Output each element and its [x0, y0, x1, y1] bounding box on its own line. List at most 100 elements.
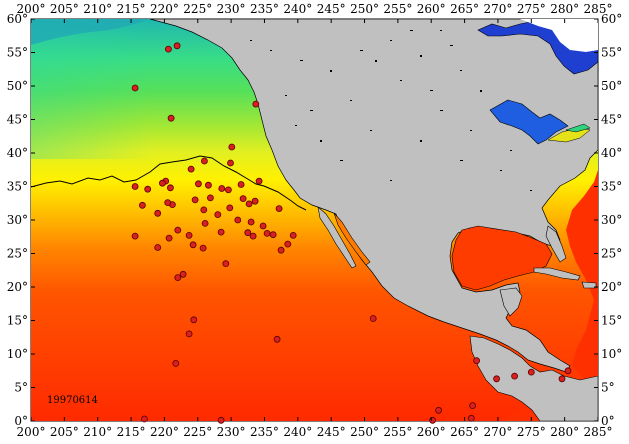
yucatan — [499, 287, 523, 317]
x-tick-label: 215° — [117, 2, 146, 16]
hudson-ice — [520, 19, 598, 52]
y-tick-label-left: 45° — [7, 113, 28, 127]
station-marker — [245, 200, 253, 208]
station-marker — [251, 197, 259, 205]
station-marker — [165, 234, 173, 242]
isotherm-contour — [31, 155, 307, 211]
station-marker — [369, 315, 377, 322]
x-tick-label: 220° — [150, 2, 179, 16]
x-tick-label: 280° — [550, 2, 579, 16]
station-marker — [249, 232, 257, 240]
x-tick-label: 270° — [483, 2, 512, 16]
x-tick-label: 265° — [450, 425, 479, 439]
y-tick-label-left: 15° — [7, 314, 28, 328]
station-marker — [174, 226, 182, 234]
station-marker — [493, 375, 501, 383]
station-marker — [255, 177, 263, 185]
x-tick-label: 245° — [317, 425, 346, 439]
station-marker — [190, 316, 198, 324]
station-marker — [224, 186, 232, 194]
station-marker — [247, 218, 255, 226]
x-tick-label: 270° — [483, 425, 512, 439]
x-tick-label: 210° — [83, 2, 112, 16]
central-america — [469, 335, 598, 421]
y-tick-label-right: 15° — [601, 314, 622, 328]
station-marker — [237, 181, 245, 188]
x-tick-label: 265° — [450, 2, 479, 16]
station-marker — [244, 229, 252, 237]
y-tick-label-right: 0° — [601, 414, 615, 428]
station-marker — [200, 206, 208, 214]
station-marker — [200, 157, 208, 165]
x-tick-label: 235° — [250, 2, 279, 16]
y-tick-label-left: 35° — [7, 180, 28, 194]
station-marker — [435, 406, 443, 414]
station-marker — [269, 231, 277, 239]
station-marker — [189, 241, 197, 249]
station-marker — [138, 201, 146, 209]
station-marker — [173, 42, 181, 50]
station-marker — [527, 368, 535, 376]
x-tick-label: 225° — [183, 2, 212, 16]
land-lake-dots — [250, 30, 532, 191]
station-marker — [277, 246, 285, 254]
x-tick-label: 200° — [17, 2, 46, 16]
x-tick-label: 250° — [350, 2, 379, 16]
y-tick-label-right: 45° — [601, 113, 622, 127]
x-tick-label: 235° — [250, 425, 279, 439]
station-marker — [214, 211, 222, 219]
station-marker — [131, 183, 139, 190]
station-marker — [227, 159, 234, 167]
gulf-of-california — [333, 212, 371, 266]
station-marker — [275, 205, 283, 213]
x-tick-label: 255° — [383, 2, 412, 16]
station-marker — [174, 274, 182, 282]
x-tick-label: 240° — [283, 2, 312, 16]
station-marker — [154, 244, 162, 251]
station-marker — [144, 185, 152, 193]
station-marker — [172, 359, 180, 367]
station-marker — [154, 209, 162, 217]
y-tick-label-right: 50° — [601, 79, 622, 93]
y-tick-label-left: 55° — [7, 46, 28, 60]
cuba — [533, 267, 581, 281]
y-tick-label-right: 10° — [601, 347, 622, 361]
station-marker — [185, 330, 193, 338]
station-marker — [164, 199, 172, 207]
y-tick-label-left: 5° — [14, 381, 28, 395]
x-tick-label: 210° — [83, 425, 112, 439]
atlantic-ocean — [500, 170, 598, 421]
gulf-of-mexico — [451, 225, 553, 291]
x-tick-label: 220° — [150, 425, 179, 439]
station-marker — [140, 415, 148, 423]
station-marker — [564, 367, 572, 375]
station-marker — [228, 143, 236, 151]
great-lakes — [489, 99, 569, 145]
station-marker — [473, 357, 481, 365]
hispaniola — [581, 281, 597, 289]
baja-peninsula — [317, 206, 357, 269]
station-marker — [217, 228, 225, 236]
nw-teal-patch — [31, 19, 150, 45]
x-tick-label: 260° — [417, 425, 446, 439]
station-marker — [166, 184, 174, 192]
station-marker — [158, 179, 166, 187]
station-marker — [263, 229, 271, 237]
y-tick-label-right: 40° — [601, 146, 622, 160]
station-marker — [185, 231, 193, 239]
x-tick-label: 225° — [183, 425, 212, 439]
y-tick-label-right: 30° — [601, 213, 622, 227]
station-marker — [234, 216, 242, 224]
y-tick-label-left: 10° — [7, 347, 28, 361]
station-marker — [469, 402, 477, 410]
x-tick-label: 275° — [517, 425, 546, 439]
station-marker — [222, 260, 230, 268]
x-tick-label: 230° — [217, 425, 246, 439]
y-tick-label-left: 20° — [7, 280, 28, 294]
lake-erie — [547, 127, 591, 143]
station-marker — [164, 45, 172, 53]
x-tick-label: 240° — [283, 425, 312, 439]
x-tick-label: 215° — [117, 425, 146, 439]
date-label: 19970614 — [47, 395, 98, 406]
